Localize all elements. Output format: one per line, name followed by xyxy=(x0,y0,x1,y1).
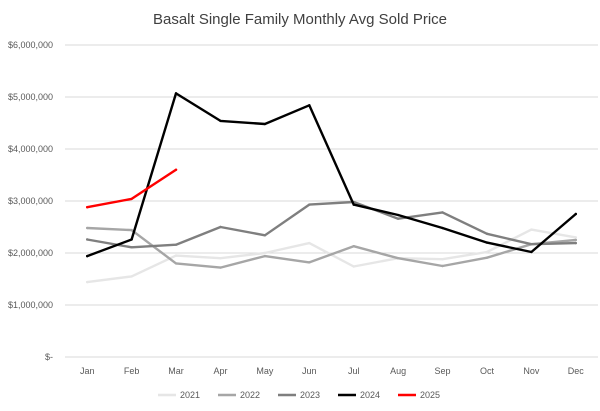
x-axis-tick-labels: Jan Feb Mar Apr May Jun Jul Aug Sep Oct Nov Dec xyxy=(80,366,584,376)
data-point-2023 xyxy=(219,225,222,229)
data-point-2021 xyxy=(263,251,267,255)
data-point-2024 xyxy=(130,238,133,241)
data-point-2023 xyxy=(174,243,178,246)
x-tick-label: Feb xyxy=(124,366,140,376)
data-point-2023 xyxy=(130,246,133,249)
data-point-2023 xyxy=(441,211,444,214)
x-tick-label: Oct xyxy=(480,366,495,376)
legend-item-2024: 2024 xyxy=(338,390,380,400)
y-tick-label: $- xyxy=(45,352,53,362)
series-line-2025 xyxy=(85,168,178,209)
x-tick-label: May xyxy=(256,366,274,376)
legend-item-2023: 2023 xyxy=(278,390,320,400)
x-tick-label: Nov xyxy=(523,366,540,376)
data-point-2021 xyxy=(530,228,533,231)
data-point-2022 xyxy=(263,254,267,258)
data-point-2021 xyxy=(130,275,133,278)
series-line-2023 xyxy=(85,200,577,249)
data-point-2023 xyxy=(530,242,533,246)
legend-label: 2023 xyxy=(300,390,320,400)
data-point-2022 xyxy=(219,266,222,269)
legend-item-2025: 2025 xyxy=(398,390,440,400)
x-tick-label: Dec xyxy=(568,366,585,376)
x-tick-label: Apr xyxy=(213,366,227,376)
series-line-2022 xyxy=(85,226,577,269)
data-point-2023 xyxy=(396,217,400,220)
data-point-2023 xyxy=(485,232,489,235)
data-point-2024 xyxy=(396,213,400,217)
data-point-2025 xyxy=(174,168,178,171)
data-point-2025 xyxy=(130,197,133,201)
data-point-2022 xyxy=(308,261,311,264)
data-point-2021 xyxy=(174,254,178,257)
data-point-2021 xyxy=(86,280,89,284)
data-point-2022 xyxy=(130,228,133,232)
x-tick-label: Mar xyxy=(168,366,184,376)
data-point-2023 xyxy=(308,203,311,206)
y-axis-tick-labels: $- $1,000,000 $2,000,000 $3,000,000 $4,000,0… xyxy=(8,40,53,362)
series-lines xyxy=(85,92,577,284)
y-tick-label: $1,000,000 xyxy=(8,300,53,310)
data-point-2021 xyxy=(441,258,444,261)
data-point-2021 xyxy=(574,236,577,239)
data-point-2022 xyxy=(86,226,89,230)
x-tick-label: Jan xyxy=(80,366,95,376)
legend-label: 2025 xyxy=(420,390,440,400)
data-point-2021 xyxy=(308,241,311,245)
data-point-2022 xyxy=(485,256,489,259)
data-point-2022 xyxy=(174,262,178,265)
legend-label: 2022 xyxy=(240,390,260,400)
data-point-2023 xyxy=(574,241,577,245)
x-tick-label: Jul xyxy=(348,366,360,376)
data-point-2022 xyxy=(441,264,444,268)
legend-item-2021: 2021 xyxy=(158,390,200,400)
data-point-2024 xyxy=(308,104,311,107)
data-point-2024 xyxy=(86,254,89,258)
data-point-2023 xyxy=(263,234,267,237)
chart-title: Basalt Single Family Monthly Avg Sold Pr… xyxy=(153,11,447,28)
data-point-2022 xyxy=(396,257,400,260)
data-point-2024 xyxy=(441,226,444,230)
data-point-2023 xyxy=(86,238,89,241)
data-point-2022 xyxy=(352,245,355,248)
x-tick-label: Aug xyxy=(390,366,406,376)
data-point-2024 xyxy=(219,119,222,123)
gridlines xyxy=(65,44,598,358)
data-point-2024 xyxy=(174,92,178,95)
legend-item-2022: 2022 xyxy=(218,390,260,400)
legend-label: 2021 xyxy=(180,390,200,400)
data-point-2024 xyxy=(352,203,355,206)
data-point-2024 xyxy=(485,241,489,244)
y-tick-label: $5,000,000 xyxy=(8,92,53,102)
y-tick-label: $6,000,000 xyxy=(8,40,53,50)
data-point-2024 xyxy=(263,122,267,126)
series-line-2024 xyxy=(85,92,577,258)
x-tick-label: Jun xyxy=(302,366,317,376)
y-tick-label: $2,000,000 xyxy=(8,248,53,258)
x-tick-label: Sep xyxy=(435,366,451,376)
data-point-2024 xyxy=(574,212,577,216)
data-point-2021 xyxy=(352,265,355,268)
legend: 2021 2022 2023 2024 2025 xyxy=(158,390,440,400)
y-tick-label: $3,000,000 xyxy=(8,196,53,206)
data-point-2024 xyxy=(530,250,533,254)
data-point-2021 xyxy=(485,250,489,254)
legend-label: 2024 xyxy=(360,390,380,400)
data-point-2022 xyxy=(574,238,577,242)
y-tick-label: $4,000,000 xyxy=(8,144,53,154)
data-point-2021 xyxy=(219,257,222,260)
data-point-2025 xyxy=(86,206,89,209)
